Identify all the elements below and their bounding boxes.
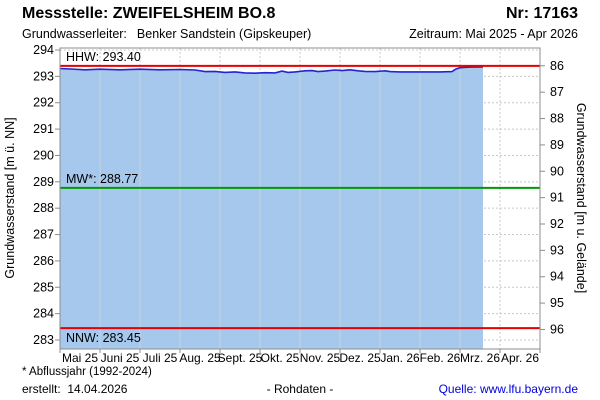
svg-text:286: 286 <box>33 254 54 268</box>
nnw-label: NNW: 283.45 <box>66 331 141 345</box>
mw-label: MW*: 288.77 <box>66 172 138 186</box>
svg-text:Mrz. 26: Mrz. 26 <box>460 351 500 365</box>
svg-text:91: 91 <box>550 191 564 205</box>
aquifer-value: Benker Sandstein (Gipskeuper) <box>136 27 312 41</box>
header-row: Messstelle: ZWEIFELSHEIM BO.8 Nr: 17163 <box>22 5 578 23</box>
hhw-label: HHW: 293.40 <box>66 50 141 64</box>
svg-text:291: 291 <box>33 122 54 136</box>
svg-text:92: 92 <box>550 217 564 231</box>
aquifer-label: Grundwasserleiter: <box>22 27 127 41</box>
svg-text:86: 86 <box>550 59 564 73</box>
left-axis <box>55 49 60 341</box>
period-label: Zeitraum: Mai 2025 - Apr 2026 <box>409 27 578 41</box>
svg-text:Juli 25: Juli 25 <box>143 351 178 365</box>
svg-text:89: 89 <box>550 138 564 152</box>
data-line <box>59 66 484 75</box>
aquifer-info: Grundwasserleiter: Benker Sandstein (Gip… <box>22 27 311 41</box>
svg-text:293: 293 <box>33 69 54 83</box>
footer-row: erstellt: 14.04.2026 - Rohdaten - Quelle… <box>22 382 578 396</box>
svg-text:Jan. 26: Jan. 26 <box>380 351 420 365</box>
svg-text:Aug. 25: Aug. 25 <box>179 351 221 365</box>
svg-text:283: 283 <box>33 333 54 347</box>
svg-text:Apr. 26: Apr. 26 <box>501 351 539 365</box>
svg-text:95: 95 <box>550 296 564 310</box>
svg-text:288: 288 <box>33 201 54 215</box>
rohdaten-label: - Rohdaten - <box>266 382 334 396</box>
station-number: Nr: 17163 <box>505 5 578 22</box>
source-link[interactable]: Quelle: www.lfu.bayern.de <box>438 382 578 396</box>
svg-text:Mai 25: Mai 25 <box>62 351 98 365</box>
svg-text:93: 93 <box>550 243 564 257</box>
x-axis <box>59 349 541 353</box>
svg-text:90: 90 <box>550 164 564 178</box>
svg-text:Dez. 25: Dez. 25 <box>339 351 381 365</box>
svg-text:284: 284 <box>33 307 54 321</box>
footnote-abflussjahr: * Abflussjahr (1992-2024) <box>22 366 152 378</box>
created-date: erstellt: 14.04.2026 <box>22 382 128 396</box>
svg-text:292: 292 <box>33 96 54 110</box>
svg-text:Juni 25: Juni 25 <box>101 351 140 365</box>
page-title: Messstelle: ZWEIFELSHEIM BO.8 <box>22 5 276 22</box>
svg-text:94: 94 <box>550 270 564 284</box>
svg-text:285: 285 <box>33 280 54 294</box>
svg-text:Feb. 26: Feb. 26 <box>420 351 461 365</box>
svg-text:290: 290 <box>33 148 54 162</box>
svg-text:Nov. 25: Nov. 25 <box>300 351 341 365</box>
svg-text:87: 87 <box>550 85 564 99</box>
svg-text:294: 294 <box>33 43 54 57</box>
svg-text:287: 287 <box>33 228 54 242</box>
subheader-row: Grundwasserleiter: Benker Sandstein (Gip… <box>22 27 578 41</box>
svg-text:Okt. 25: Okt. 25 <box>261 351 300 365</box>
right-axis-title: Grundwasserstand [m u. Gelände] <box>574 103 588 293</box>
series-fill <box>60 66 483 350</box>
right-axis <box>540 65 545 330</box>
left-axis-title: Grundwasserstand [m ü. NN] <box>3 117 17 278</box>
svg-text:Sept. 25: Sept. 25 <box>218 351 263 365</box>
svg-text:88: 88 <box>550 112 564 126</box>
svg-text:96: 96 <box>550 322 564 336</box>
svg-text:289: 289 <box>33 175 54 189</box>
